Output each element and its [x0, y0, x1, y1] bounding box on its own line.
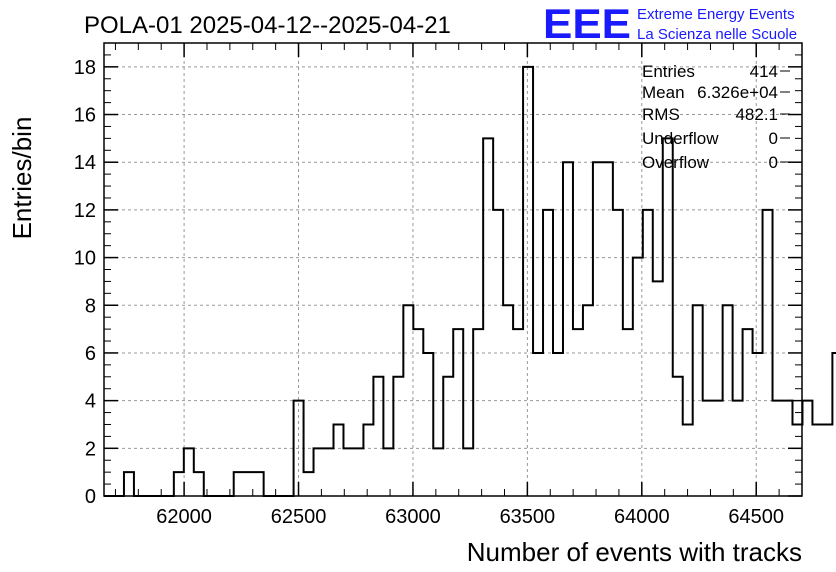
y-tick-label: 14	[74, 152, 96, 174]
x-axis-title: Number of events with tracks	[467, 537, 802, 567]
stat-underflow-value: 0	[769, 129, 778, 148]
stat-entries-label: Entries	[642, 62, 695, 81]
y-tick-label: 4	[85, 391, 96, 413]
y-tick-label: 12	[74, 200, 96, 222]
stat-entries-value: 414	[750, 62, 778, 81]
y-tick-label: 2	[85, 438, 96, 460]
y-tick-label: 6	[85, 343, 96, 365]
y-tick-label: 10	[74, 248, 96, 270]
y-tick-label: 16	[74, 105, 96, 127]
x-tick-labels: 62000 62500 63000 63500 64000 64500	[156, 506, 784, 528]
chart-title: POLA-01 2025-04-12--2025-04-21	[84, 12, 451, 39]
y-axis-title: Entries/bin	[7, 117, 37, 240]
logo-line-2: La Scienza nelle Scuole	[637, 26, 797, 43]
plot-frame	[103, 42, 803, 497]
y-tick-label: 0	[85, 486, 96, 508]
y-tick-label: 8	[85, 295, 96, 317]
histogram-line	[104, 65, 836, 497]
stats-box: Entries 414 Mean 6.326e+04 RMS 482.1 Und…	[642, 62, 778, 172]
grid-lines	[104, 43, 802, 497]
stat-overflow-label: Overflow	[642, 153, 710, 172]
y-tick-label: 18	[74, 57, 96, 79]
x-tick-label: 64500	[728, 506, 784, 528]
stat-overflow-value: 0	[769, 153, 778, 172]
stat-mean-label: Mean	[642, 83, 685, 102]
eee-logo-mark: EEE	[543, 0, 631, 47]
stat-mean-value: 6.326e+04	[697, 83, 778, 102]
x-tick-label: 63500	[500, 506, 556, 528]
logo-line-1: Extreme Energy Events	[637, 6, 795, 23]
eee-logo: EEE Extreme Energy Events La Scienza nel…	[543, 0, 797, 47]
axis-ticks	[104, 43, 803, 497]
stat-rms-value: 482.1	[735, 105, 778, 124]
stat-rms-label: RMS	[642, 105, 680, 124]
x-tick-label: 64000	[614, 506, 670, 528]
y-tick-labels: 0 2 4 6 8 10 12 14 16 18	[74, 57, 96, 508]
stat-underflow-label: Underflow	[642, 129, 719, 148]
x-tick-label: 63000	[385, 506, 441, 528]
x-tick-label: 62000	[156, 506, 212, 528]
x-tick-label: 62500	[271, 506, 327, 528]
